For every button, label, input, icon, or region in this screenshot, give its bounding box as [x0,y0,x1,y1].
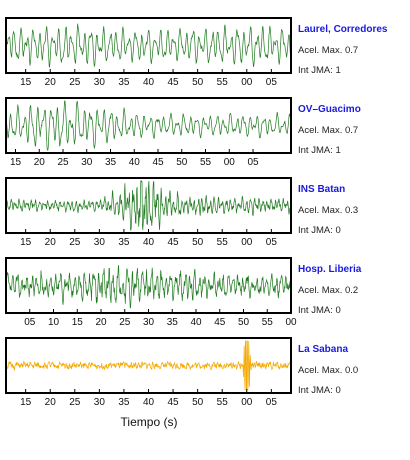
x-tick-label: 15 [20,77,32,88]
x-tick-label: 45 [168,397,180,408]
x-tick-label: 45 [168,77,180,88]
x-tick-label: 55 [262,317,274,328]
x-tick-label: 45 [214,317,226,328]
x-tick-label: 00 [285,317,297,328]
waveform-trace [5,179,292,231]
waveform-trace [5,340,292,391]
plot-area [6,18,291,73]
x-tick-label: 45 [152,157,164,168]
x-tick-label: 30 [94,77,106,88]
x-tick-label: 25 [57,157,69,168]
x-tick-label: 40 [143,77,155,88]
x-tick-label: 15 [72,317,84,328]
x-tick-label: 20 [34,157,46,168]
max-acceleration: Acel. Max. 0.7 [298,125,358,136]
seismogram-panel-5: 15 20 25 30 35 40 45 50 55 00 05 La Sabana Acel. Max… [5,337,358,408]
x-tick-label: 00 [224,157,236,168]
x-tick-label: 30 [94,237,106,248]
x-tick-label: 20 [45,397,57,408]
station-name: La Sabana [298,344,348,355]
x-tick-label: 05 [266,397,278,408]
x-tick-label: 00 [241,77,253,88]
x-tick-label: 55 [200,157,212,168]
jma-intensity: Int JMA: 0 [298,225,341,236]
max-acceleration: Acel. Max. 0.7 [298,45,358,56]
x-tick-label: 15 [20,237,32,248]
x-tick-label: 35 [167,317,179,328]
jma-intensity: Int JMA: 1 [298,65,341,76]
x-tick-label: 30 [143,317,155,328]
x-tick-label: 10 [48,317,60,328]
x-tick-label: 40 [129,157,141,168]
x-tick-label: 20 [45,77,57,88]
x-tick-label: 35 [105,157,117,168]
x-tick-label: 50 [176,157,188,168]
seismogram-panel-4: 05 10 15 20 25 30 35 40 45 50 55 00 Hosp. Liberia Ace… [5,257,362,328]
x-tick-label: 15 [10,157,22,168]
x-tick-label: 25 [69,237,81,248]
panels-root: 15 20 25 30 35 40 45 50 55 00 05 Laurel, Corredores… [5,17,388,408]
x-tick-label: 05 [24,317,36,328]
x-tick-label: 40 [190,317,202,328]
x-tick-label: 00 [241,397,253,408]
station-name: INS Batan [298,184,345,195]
x-tick-label: 05 [266,237,278,248]
x-tick-label: 25 [69,77,81,88]
x-tick-label: 55 [217,77,229,88]
x-tick-label: 00 [241,237,253,248]
x-tick-label: 55 [217,237,229,248]
plot-frame [5,97,292,154]
x-tick-label: 05 [266,77,278,88]
jma-intensity: Int JMA: 0 [298,305,341,316]
max-acceleration: Acel. Max. 0.0 [298,365,358,376]
station-name: Hosp. Liberia [298,264,362,275]
x-tick-label: 50 [192,397,204,408]
station-name: OV–Guacimo [298,104,361,115]
x-tick-label: 35 [118,237,130,248]
x-tick-label: 30 [94,397,106,408]
jma-intensity: Int JMA: 0 [298,385,341,396]
x-tick-label: 35 [118,77,130,88]
seismogram-panel-3: 15 20 25 30 35 40 45 50 55 00 05 INS Batan Acel. Max… [5,177,358,248]
x-tick-label: 20 [45,237,57,248]
waveform-trace [5,100,292,151]
x-tick-label: 40 [143,237,155,248]
seismogram-panel-1: 15 20 25 30 35 40 45 50 55 00 05 Laurel, Corredores… [5,17,388,88]
max-acceleration: Acel. Max. 0.3 [298,205,358,216]
jma-intensity: Int JMA: 1 [298,145,341,156]
x-tick-label: 30 [81,157,93,168]
x-tick-label: 50 [192,77,204,88]
waveform-trace [5,23,292,68]
x-tick-label: 20 [95,317,107,328]
x-tick-label: 35 [118,397,130,408]
x-tick-label: 15 [20,397,32,408]
x-tick-label: 05 [247,157,259,168]
x-tick-label: 55 [217,397,229,408]
x-tick-label: 25 [119,317,131,328]
x-tick-label: 40 [143,397,155,408]
seismogram-panel-2: 15 20 25 30 35 40 45 50 55 00 05 OV–Guacimo Acel. Ma… [5,97,361,168]
x-tick-label: 50 [238,317,250,328]
max-acceleration: Acel. Max. 0.2 [298,285,358,296]
x-tick-label: 25 [69,397,81,408]
x-axis-label: Tiempo (s) [121,415,178,429]
plot-area [6,258,291,313]
waveform-trace [5,264,292,309]
x-tick-label: 45 [168,237,180,248]
x-tick-label: 50 [192,237,204,248]
station-name: Laurel, Corredores [298,24,388,35]
